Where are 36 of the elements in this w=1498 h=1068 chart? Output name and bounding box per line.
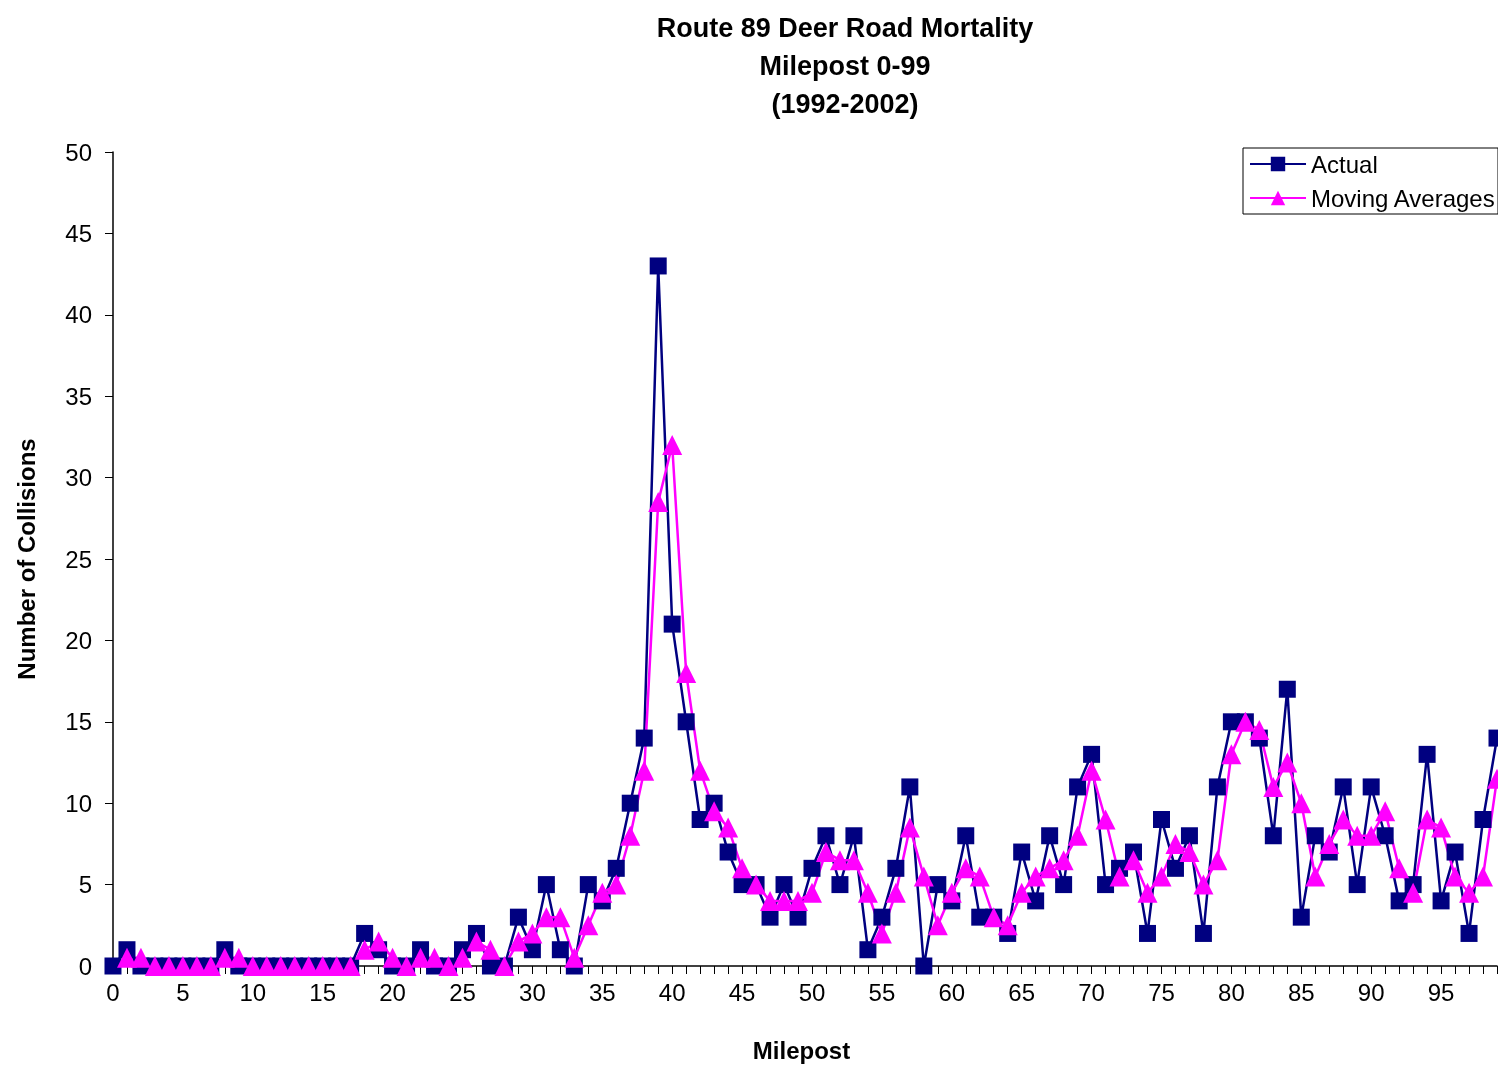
y-tick-label: 35 bbox=[65, 382, 92, 410]
x-tick-label: 85 bbox=[1287, 978, 1315, 1006]
y-tick-label: 45 bbox=[65, 219, 92, 247]
x-tick-label: 25 bbox=[449, 978, 476, 1006]
x-tick-label: 0 bbox=[106, 978, 120, 1006]
x-tick-label: 45 bbox=[728, 978, 756, 1006]
chart-title: Route 89 Deer Road Mortality Milepost 0-99 (1992-2002) bbox=[656, 13, 1034, 119]
y-tick-label: 50 bbox=[65, 138, 92, 166]
x-tick-label: 75 bbox=[1148, 978, 1175, 1006]
x-tick-label: 90 bbox=[1357, 978, 1385, 1006]
x-tick-label: 65 bbox=[1008, 978, 1036, 1006]
legend-label: Actual bbox=[1311, 150, 1378, 178]
x-tick-label: 80 bbox=[1218, 978, 1245, 1006]
y-tick-label: 0 bbox=[78, 952, 92, 980]
legend-label: Moving Averages bbox=[1311, 184, 1495, 212]
y-tick-label: 5 bbox=[78, 871, 92, 899]
y-tick-label: 20 bbox=[65, 626, 92, 654]
x-tick-label: 50 bbox=[798, 978, 826, 1006]
x-tick-label: 30 bbox=[519, 978, 546, 1006]
x-tick-label: 40 bbox=[658, 978, 686, 1006]
x-tick-label: 20 bbox=[379, 978, 406, 1006]
y-tick-label: 30 bbox=[65, 464, 92, 492]
x-tick-label: 60 bbox=[938, 978, 966, 1006]
y-tick-label: 10 bbox=[65, 789, 92, 817]
x-tick-label: 35 bbox=[588, 978, 616, 1006]
x-tick-label: 10 bbox=[239, 978, 267, 1006]
x-tick-label: 15 bbox=[309, 978, 337, 1006]
x-axis-title: Milepost bbox=[752, 1036, 851, 1064]
x-tick-label: 95 bbox=[1427, 978, 1455, 1006]
y-tick-label: 15 bbox=[65, 708, 92, 736]
x-tick-label: 55 bbox=[868, 978, 896, 1006]
y-axis-title: Number of Collisions bbox=[12, 438, 40, 680]
y-tick-label: 40 bbox=[65, 301, 92, 329]
x-tick-label: 5 bbox=[176, 978, 190, 1006]
x-tick-label: 70 bbox=[1078, 978, 1105, 1006]
y-tick-label: 25 bbox=[65, 545, 92, 573]
